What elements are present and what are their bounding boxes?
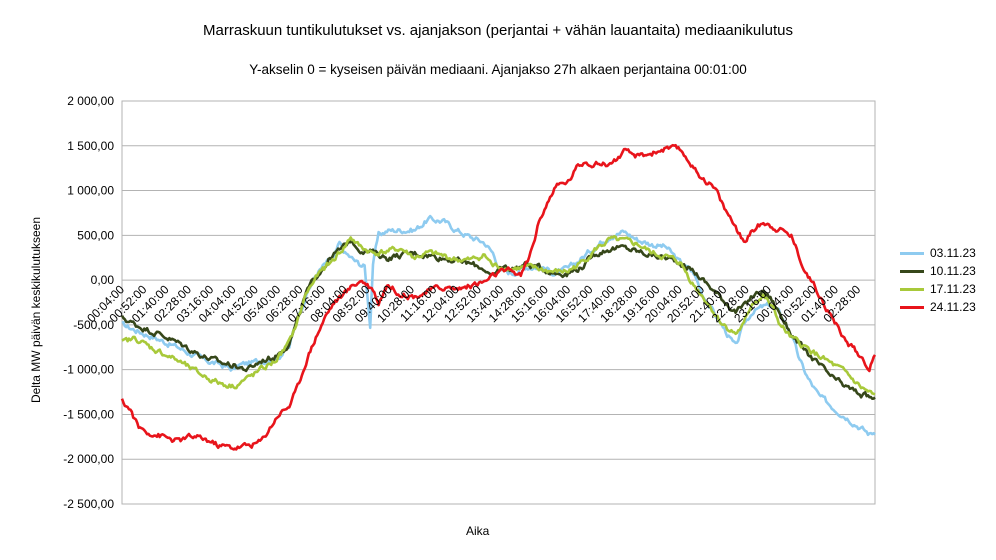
legend: 03.11.23 10.11.23 17.11.23 24.11.23 bbox=[900, 244, 976, 316]
series-line-24.11.23 bbox=[120, 143, 877, 451]
y-tick-label: 0,00 bbox=[91, 273, 115, 287]
legend-item: 10.11.23 bbox=[900, 262, 976, 280]
y-tick-label: 2 000,00 bbox=[67, 94, 114, 108]
plot-area-border bbox=[121, 100, 876, 505]
legend-swatch bbox=[900, 305, 924, 309]
legend-label: 10.11.23 bbox=[930, 264, 976, 278]
y-tick-label: -500,00 bbox=[73, 318, 114, 332]
chart-title: Marraskuun tuntikulutukset vs. ajanjakso… bbox=[203, 22, 793, 39]
chart-subtitle: Y-akselin 0 = kyseisen päivän mediaani. … bbox=[249, 62, 747, 77]
legend-label: 17.11.23 bbox=[930, 282, 976, 296]
y-tick-label: 1 000,00 bbox=[67, 184, 114, 198]
y-tick-label: -2 000,00 bbox=[63, 452, 114, 466]
legend-item: 24.11.23 bbox=[900, 298, 976, 316]
legend-item: 17.11.23 bbox=[900, 280, 976, 298]
series-line-17.11.23 bbox=[121, 235, 876, 396]
legend-label: 03.11.23 bbox=[930, 246, 976, 260]
legend-swatch bbox=[900, 251, 924, 255]
y-tick-label: -1 500,00 bbox=[63, 407, 114, 421]
series-line-03.11.23 bbox=[121, 214, 876, 437]
y-tick-label: -1 000,00 bbox=[63, 363, 114, 377]
y-tick-label: 1 500,00 bbox=[67, 139, 114, 153]
legend-swatch bbox=[900, 287, 924, 291]
legend-swatch bbox=[900, 269, 924, 273]
x-axis-label: Aika bbox=[466, 524, 490, 538]
legend-label: 24.11.23 bbox=[930, 300, 976, 314]
legend-item: 03.11.23 bbox=[900, 244, 976, 262]
y-tick-label: 500,00 bbox=[77, 228, 114, 242]
y-tick-label: -2 500,00 bbox=[63, 497, 114, 511]
